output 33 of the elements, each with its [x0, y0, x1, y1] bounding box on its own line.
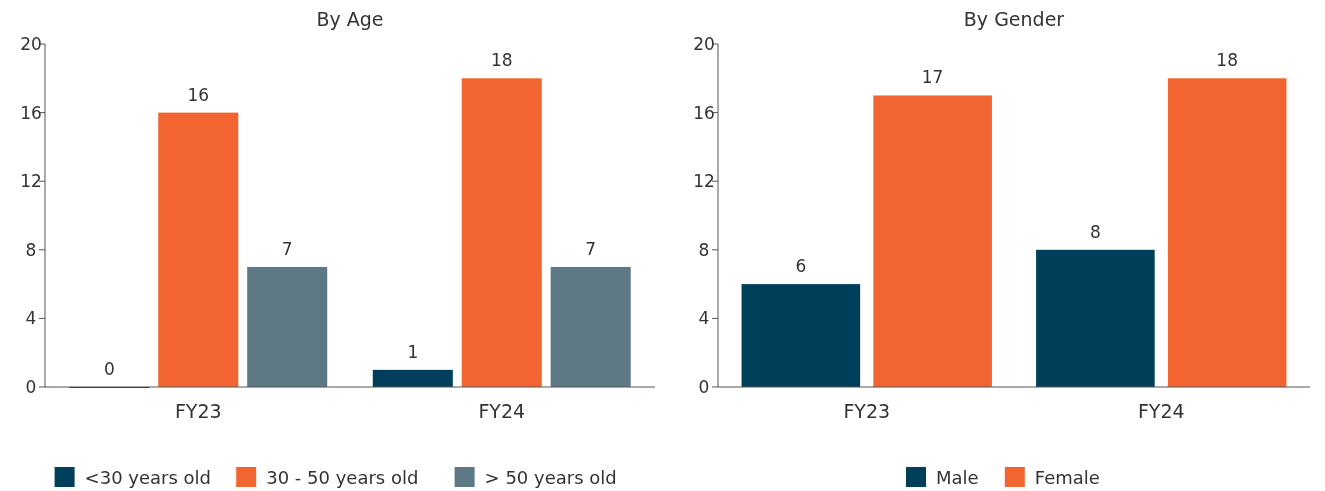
y-tick-label: 0 — [25, 377, 37, 397]
x-tick-label: FY24 — [478, 400, 526, 422]
legend-label: Female — [1034, 467, 1100, 488]
x-tick-label: FY24 — [1137, 400, 1185, 422]
y-tick-label: 8 — [698, 239, 710, 260]
data-label: 8 — [1089, 221, 1101, 242]
chart-title: By Age — [316, 8, 384, 30]
y-tick-label: 4 — [698, 308, 710, 329]
chart-title: By Gender — [963, 8, 1065, 30]
legend-label: 30 - 50 years old — [266, 467, 419, 488]
data-label: 16 — [187, 84, 210, 105]
y-tick-label: 12 — [693, 171, 715, 192]
legend-label: > 50 years old — [484, 467, 617, 488]
data-label: 18 — [490, 50, 513, 71]
data-label: 1 — [407, 341, 419, 362]
y-tick-label: 16 — [20, 102, 42, 123]
y-tick-label: 12 — [20, 171, 42, 192]
data-label: 6 — [795, 256, 807, 277]
data-label: 7 — [585, 238, 597, 259]
x-tick-label: FY23 — [843, 400, 891, 422]
data-label: 0 — [103, 359, 115, 379]
y-tick-label: 16 — [693, 102, 715, 123]
data-label: 7 — [281, 238, 293, 259]
legend-label: <30 years old — [84, 467, 212, 488]
y-tick-label: 20 — [20, 34, 42, 54]
y-tick-label: 8 — [25, 239, 37, 260]
y-tick-label: 4 — [25, 308, 37, 329]
data-label: 18 — [1216, 50, 1238, 71]
data-label: 17 — [921, 67, 944, 88]
y-tick-label: 20 — [693, 34, 715, 54]
x-tick-label: FY23 — [174, 400, 222, 422]
legend-label: Male — [936, 467, 979, 488]
y-tick-label: 0 — [698, 377, 710, 397]
